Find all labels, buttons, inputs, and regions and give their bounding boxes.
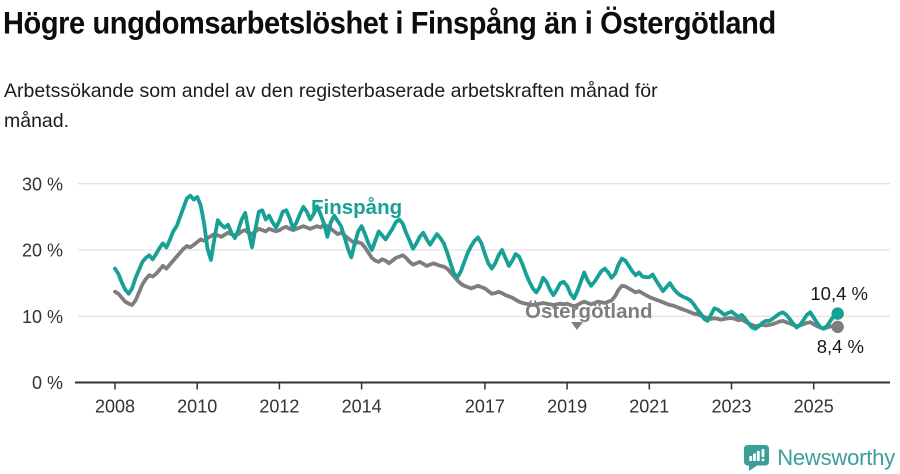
newsworthy-logo-icon [744, 445, 770, 471]
x-tick-label: 2023 [711, 397, 751, 417]
ostergotland-end-value-label: 8,4 % [816, 336, 864, 357]
brand-name: Newsworthy [777, 444, 895, 470]
label-pointer-triangle-icon [571, 322, 583, 330]
page-title: Högre ungdomsarbetslöshet i Finspång än … [3, 6, 776, 42]
series-line-finspång [113, 193, 840, 331]
x-tick-label: 2008 [95, 397, 135, 417]
x-tick-label: 2019 [547, 397, 587, 417]
y-tick-label: 30 % [22, 174, 63, 194]
series-label-ostergotland: Östergötland [525, 300, 653, 323]
x-tick-label: 2021 [629, 397, 669, 417]
y-tick-label: 0 % [32, 373, 63, 393]
y-tick-label: 20 % [22, 241, 63, 261]
end-dot-finspång [831, 307, 844, 320]
x-tick-label: 2025 [794, 397, 834, 417]
x-tick-label: 2017 [465, 397, 505, 417]
x-tick-label: 2012 [259, 397, 299, 417]
x-tick-label: 2010 [177, 397, 217, 417]
x-tick-label: 2014 [342, 397, 382, 417]
chart-subtitle: Arbetssökande som andel av den registerb… [4, 80, 658, 133]
finspang-end-value-label: 10,4 % [810, 283, 868, 304]
series-label-finspang: Finspång [311, 196, 403, 219]
end-dot-östergötland [831, 320, 844, 334]
brand-footer: Newsworthy [743, 444, 895, 471]
y-tick-label: 10 % [22, 307, 63, 327]
